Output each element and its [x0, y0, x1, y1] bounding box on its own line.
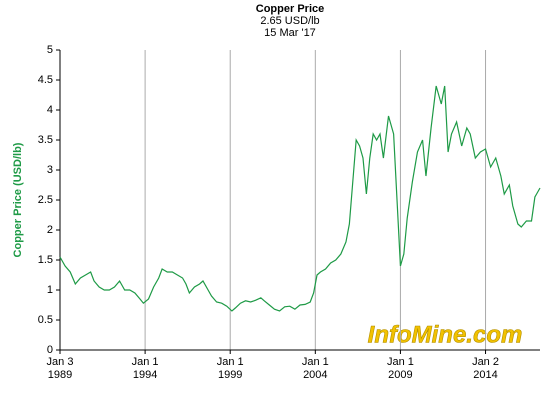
y-tick-label: 4.5 [38, 74, 53, 86]
x-tick-label: Jan 1 2009 [386, 356, 414, 381]
y-tick-label: 5 [47, 44, 53, 56]
y-tick-label: 1.5 [38, 254, 53, 266]
x-tick-label: Jan 1 2004 [301, 356, 329, 381]
chart-subtitle: 2.65 USD/lb [260, 15, 319, 27]
y-tick-label: 3 [47, 164, 53, 176]
chart-title: Copper Price [256, 3, 324, 15]
price-line [59, 85, 541, 312]
y-tick-label: 0 [47, 344, 53, 356]
y-tick-label: 3.5 [38, 134, 53, 146]
x-tick-label: Jan 1 1999 [216, 356, 244, 381]
y-tick-label: 2 [47, 224, 53, 236]
watermark: InfoMine.com [368, 321, 523, 348]
y-axis-label: Copper Price (USD/lb) [12, 142, 24, 257]
x-tick-label: Jan 3 1989 [46, 356, 74, 381]
y-tick-label: 2.5 [38, 194, 53, 206]
x-tick-label: Jan 2 2014 [472, 356, 499, 381]
y-tick-label: 0.5 [38, 314, 53, 326]
y-tick-label: 1 [47, 284, 53, 296]
x-tick-label: Jan 1 1994 [131, 356, 159, 381]
y-tick-label: 4 [47, 104, 53, 116]
chart-date: 15 Mar '17 [264, 27, 316, 39]
